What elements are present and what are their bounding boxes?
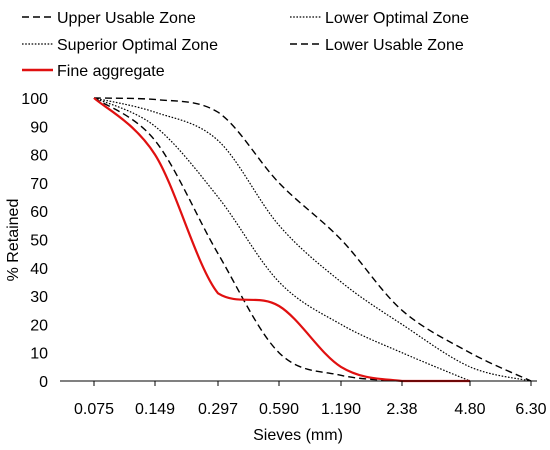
y-tick-label: 70 xyxy=(30,176,48,193)
x-tick-label: 4.80 xyxy=(454,401,485,418)
y-tick-label: 20 xyxy=(30,317,48,334)
series-layer xyxy=(93,97,532,383)
x-tick-label: 2.38 xyxy=(386,401,417,418)
y-tick-labels: 0 10 20 30 40 50 60 70 80 90 100 xyxy=(21,91,48,391)
y-tick-label: 40 xyxy=(30,261,48,278)
legend-entry-label: Lower Usable Zone xyxy=(325,37,464,54)
y-tick-label: 0 xyxy=(39,374,48,391)
legend-entry-label: Superior Optimal Zone xyxy=(57,37,218,54)
axes-layer xyxy=(60,380,537,386)
chart-legend: Upper Usable Zone Lower Optimal Zone Super… xyxy=(22,10,469,80)
x-tick-label: 1.190 xyxy=(321,401,361,418)
legend-entry-label: Lower Optimal Zone xyxy=(325,10,469,27)
y-tick-label: 90 xyxy=(30,119,48,136)
x-tick-label: 0.590 xyxy=(259,401,299,418)
series-line-2 xyxy=(93,97,532,382)
legend-entry-label: Fine aggregate xyxy=(57,63,165,80)
x-axis-label: Sieves (mm) xyxy=(253,427,343,444)
legend-entry-label: Upper Usable Zone xyxy=(57,10,196,27)
x-tick-label: 6.30 xyxy=(515,401,546,418)
x-tick-label: 0.149 xyxy=(135,401,175,418)
y-tick-label: 10 xyxy=(30,346,48,363)
y-tick-label: 100 xyxy=(21,91,48,108)
series-line-3 xyxy=(93,97,471,382)
y-tick-label: 60 xyxy=(30,204,48,221)
y-tick-label: 30 xyxy=(30,289,48,306)
x-tick-label: 0.075 xyxy=(74,401,114,418)
y-tick-label: 50 xyxy=(30,233,48,250)
y-tick-label: 80 xyxy=(30,148,48,165)
series-line-1 xyxy=(93,97,532,382)
x-tick-labels: 0.075 0.149 0.297 0.590 1.190 2.38 4.80 6.30 xyxy=(74,401,547,418)
x-tick-label: 0.297 xyxy=(198,401,238,418)
series-line-5 xyxy=(93,97,470,383)
series-line-4 xyxy=(93,97,403,382)
y-axis-label: % Retained xyxy=(5,199,22,282)
